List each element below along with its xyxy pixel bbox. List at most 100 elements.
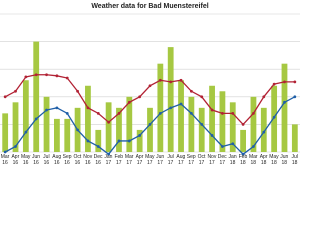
line-point [65, 76, 69, 80]
line-point [45, 108, 48, 112]
bar [229, 102, 236, 152]
line-point [127, 139, 131, 143]
line-point [117, 139, 121, 143]
bar [105, 102, 112, 152]
x-tick-label: Jan 17 [104, 154, 113, 166]
line-point [158, 111, 162, 115]
bar [22, 80, 29, 152]
line-point [189, 111, 193, 115]
line-point [200, 123, 204, 126]
line-point [3, 150, 7, 154]
x-tick-label: Nov 17 [207, 154, 217, 166]
line-point [148, 123, 152, 126]
bar [116, 107, 122, 152]
x-tick-label: Mar 17 [124, 154, 134, 166]
bar [126, 96, 133, 152]
chart-container: Weather data for Bad Muenstereifel Mar 1… [0, 3, 300, 166]
x-tick-label: Jul 18 [291, 154, 298, 166]
x-tick-label: Jun 18 [280, 154, 289, 166]
line-point [231, 111, 235, 115]
bar [271, 85, 278, 152]
line-point [179, 102, 183, 106]
line-point [107, 152, 111, 156]
line-point [241, 152, 245, 156]
line-point [283, 100, 286, 104]
line-point [127, 100, 131, 104]
x-tick-label: Jun 17 [156, 154, 165, 166]
line-point [3, 95, 7, 99]
line-point [107, 120, 111, 124]
bar [167, 47, 174, 153]
x-tick-label: Jan 18 [228, 154, 237, 166]
line-point [55, 106, 59, 110]
line-point [210, 134, 214, 137]
line-point [76, 89, 79, 93]
x-tick-label: May 17 [145, 154, 155, 166]
line-point [241, 123, 245, 126]
line-point [283, 80, 286, 84]
chart-title: Weather data for Bad Muenstereifel [91, 3, 208, 10]
bar [157, 63, 164, 152]
x-tick-label: Sep 17 [186, 154, 196, 166]
x-tick-label: Feb 18 [238, 154, 248, 166]
bar [219, 91, 226, 152]
line-point [200, 95, 204, 99]
bar [198, 107, 205, 152]
line-point [117, 111, 121, 115]
line-point [65, 111, 69, 115]
x-tick-label: Sep 16 [62, 154, 72, 166]
x-tick-label: Nov 16 [83, 154, 93, 166]
line-point [293, 80, 297, 84]
bar [291, 124, 298, 152]
line-point [148, 84, 152, 88]
line-point [34, 73, 38, 77]
line-point [55, 74, 59, 78]
line-point [272, 82, 276, 86]
line-point [14, 145, 17, 148]
x-tick-label: Apr 16 [11, 154, 20, 166]
line-point [293, 95, 297, 99]
x-tick-label: Jul 17 [167, 154, 174, 166]
line-point [86, 139, 90, 143]
bar [250, 96, 257, 152]
line-point [34, 117, 38, 121]
line-point [262, 95, 266, 99]
x-tick-label: Mar 16 [0, 154, 10, 166]
bar [54, 118, 60, 152]
bar [178, 80, 184, 152]
bar [2, 113, 9, 152]
line-point [169, 80, 173, 84]
line-point [252, 145, 255, 148]
x-tick-label: Aug 16 [52, 154, 62, 166]
x-tick-label: Oct 17 [197, 154, 206, 166]
bar [95, 129, 102, 152]
line-point [189, 89, 193, 93]
x-tick-label: Apr 17 [135, 154, 144, 166]
x-tick-label: Dec 17 [217, 154, 227, 166]
bar [188, 96, 195, 152]
line-point [221, 145, 224, 148]
bar [43, 96, 50, 152]
line-point [231, 142, 235, 146]
bar [147, 107, 153, 152]
line-point [86, 106, 90, 110]
line-point [252, 111, 255, 115]
bar [260, 107, 267, 152]
line-point [262, 130, 266, 134]
x-tick-label: Dec 16 [93, 154, 103, 166]
line-point [138, 134, 142, 137]
bar [136, 129, 143, 152]
x-tick-label: Feb 17 [114, 154, 124, 166]
bar [209, 85, 215, 152]
bar [281, 63, 288, 152]
line-point [272, 115, 276, 119]
x-tick-label: Apr 18 [259, 154, 268, 166]
bar [12, 102, 19, 152]
line-point [96, 111, 100, 115]
line-point [24, 75, 28, 79]
x-tick-label: May 16 [20, 154, 31, 166]
line-point [76, 128, 79, 132]
line-point [138, 95, 142, 99]
line-point [221, 111, 224, 115]
x-tick-label: Aug 17 [176, 154, 186, 166]
